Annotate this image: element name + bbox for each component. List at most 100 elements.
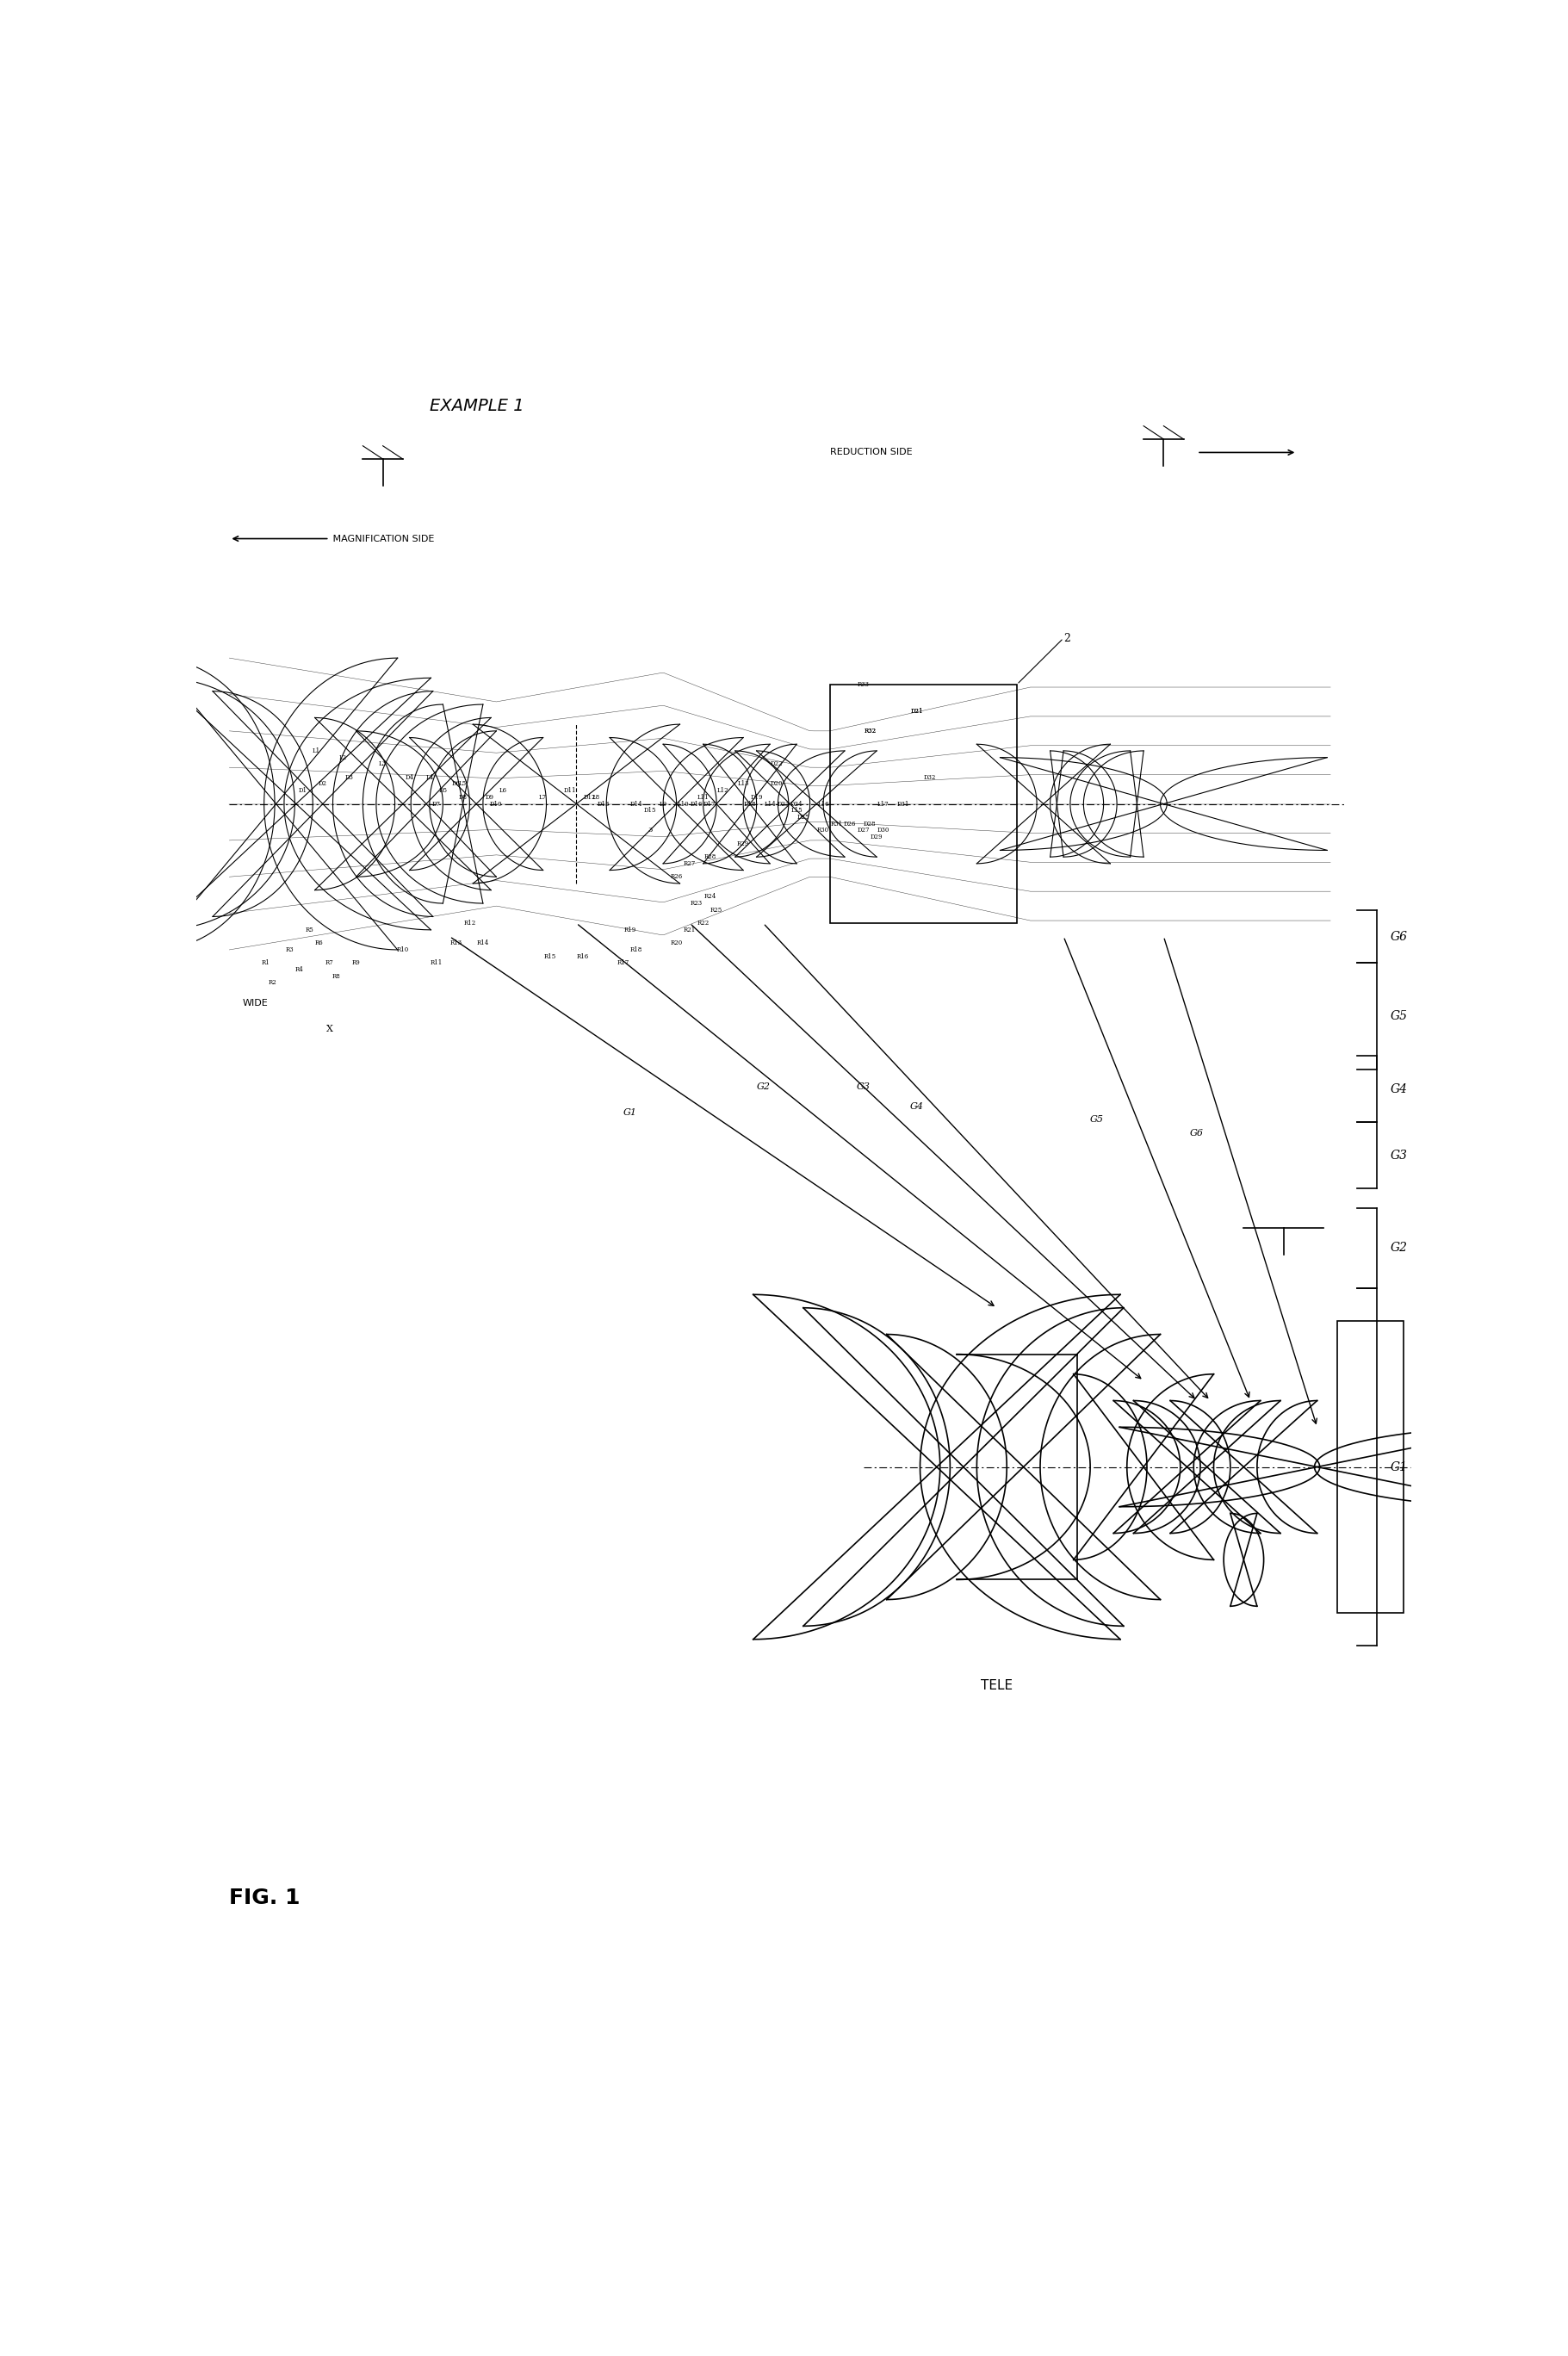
Text: D13: D13 [597, 801, 610, 808]
Text: R11: R11 [430, 959, 442, 966]
Text: D21: D21 [911, 707, 924, 714]
Text: R4: R4 [295, 966, 304, 973]
Text: D32: D32 [924, 773, 936, 780]
Text: L11: L11 [698, 794, 709, 801]
Text: D8: D8 [458, 794, 467, 801]
Text: D14: D14 [630, 801, 643, 808]
Text: L12: L12 [717, 787, 729, 794]
Text: D23: D23 [778, 801, 789, 808]
Text: D9: D9 [486, 794, 494, 801]
Text: L6: L6 [499, 787, 506, 794]
Text: D6: D6 [452, 780, 461, 787]
Text: D17: D17 [704, 801, 717, 808]
Text: R9: R9 [351, 959, 361, 966]
Text: D22: D22 [770, 761, 782, 768]
Text: L10: L10 [677, 801, 688, 808]
Text: D1: D1 [298, 787, 307, 794]
Text: L1: L1 [312, 747, 320, 754]
Text: L2: L2 [339, 754, 347, 761]
Text: D4: D4 [405, 773, 414, 780]
Text: R6: R6 [315, 940, 323, 947]
Text: D28: D28 [864, 820, 877, 827]
Text: D20: D20 [770, 780, 782, 787]
Text: R28: R28 [704, 853, 717, 860]
Text: G4: G4 [909, 1103, 924, 1110]
Text: R15: R15 [544, 952, 555, 959]
Text: D19: D19 [751, 794, 762, 801]
Text: G6: G6 [1190, 1129, 1204, 1138]
Text: G1: G1 [622, 1110, 637, 1117]
Text: D18: D18 [743, 801, 756, 808]
Text: D26: D26 [844, 820, 856, 827]
Text: R32: R32 [864, 728, 877, 735]
Text: REDUCTION SIDE: REDUCTION SIDE [829, 448, 913, 457]
Text: WIDE: WIDE [243, 999, 268, 1006]
Text: R19: R19 [624, 926, 637, 933]
Text: L7: L7 [539, 794, 547, 801]
Text: R31: R31 [831, 820, 842, 827]
Text: G3: G3 [1391, 1150, 1408, 1162]
Text: D30: D30 [877, 827, 889, 834]
Text: L3: L3 [379, 761, 387, 768]
Text: R21: R21 [684, 926, 696, 933]
Text: R17: R17 [616, 959, 629, 966]
Text: L9: L9 [659, 801, 666, 808]
Text: L13: L13 [737, 780, 750, 787]
Text: D27: D27 [858, 827, 870, 834]
Text: R12: R12 [464, 919, 475, 926]
Text: D7: D7 [431, 801, 441, 808]
Text: D31: D31 [897, 801, 909, 808]
Text: R26: R26 [671, 874, 682, 881]
Text: TELE: TELE [982, 1680, 1013, 1692]
Text: D3: D3 [345, 773, 354, 780]
Text: R5: R5 [306, 926, 314, 933]
Text: EXAMPLE 1: EXAMPLE 1 [430, 398, 524, 415]
Text: R2: R2 [268, 980, 278, 987]
Text: D16: D16 [690, 801, 702, 808]
Text: R32: R32 [864, 728, 877, 735]
Text: D21: D21 [911, 707, 924, 714]
Text: R20: R20 [671, 940, 682, 947]
Text: L4: L4 [425, 773, 433, 780]
Text: G1: G1 [1391, 1461, 1408, 1472]
Text: G6: G6 [1391, 931, 1408, 942]
Text: R18: R18 [630, 947, 643, 954]
Text: R27: R27 [684, 860, 696, 867]
Text: G5: G5 [1090, 1114, 1104, 1124]
Text: D10: D10 [491, 801, 502, 808]
Text: D2: D2 [318, 780, 328, 787]
Bar [829, 686, 1016, 924]
Text: G2: G2 [1391, 1242, 1408, 1253]
Text: FIG. 1: FIG. 1 [229, 1887, 301, 1908]
Text: G4: G4 [1391, 1084, 1408, 1096]
Text: D11: D11 [563, 787, 575, 794]
Text: D5: D5 [439, 787, 447, 794]
Text: D25: D25 [797, 813, 809, 820]
Text: G5: G5 [1391, 1011, 1408, 1023]
Text: R29: R29 [737, 841, 750, 848]
Bar [1338, 1322, 1403, 1614]
Text: G3: G3 [856, 1081, 870, 1091]
Text: R22: R22 [698, 919, 709, 926]
Text: D12: D12 [583, 794, 596, 801]
Text: D24: D24 [790, 801, 803, 808]
Text: D29: D29 [870, 834, 883, 841]
Text: R30: R30 [817, 827, 829, 834]
Text: 3: 3 [648, 827, 652, 834]
Text: R25: R25 [710, 907, 723, 914]
Text: MAGNIFICATION SIDE: MAGNIFICATION SIDE [329, 535, 434, 542]
Text: L16: L16 [817, 801, 829, 808]
Text: R13: R13 [450, 940, 463, 947]
Text: G2: G2 [756, 1081, 770, 1091]
Text: R23: R23 [690, 900, 702, 907]
Text: R7: R7 [325, 959, 334, 966]
Text: D15: D15 [643, 808, 655, 813]
Text: R10: R10 [397, 947, 409, 954]
Text: R3: R3 [285, 947, 293, 954]
Text: L15: L15 [790, 808, 803, 813]
Text: L17: L17 [878, 801, 889, 808]
Text: L14: L14 [764, 801, 776, 808]
Text: L5: L5 [459, 780, 467, 787]
Text: R33: R33 [858, 681, 869, 688]
Text: R24: R24 [704, 893, 717, 900]
